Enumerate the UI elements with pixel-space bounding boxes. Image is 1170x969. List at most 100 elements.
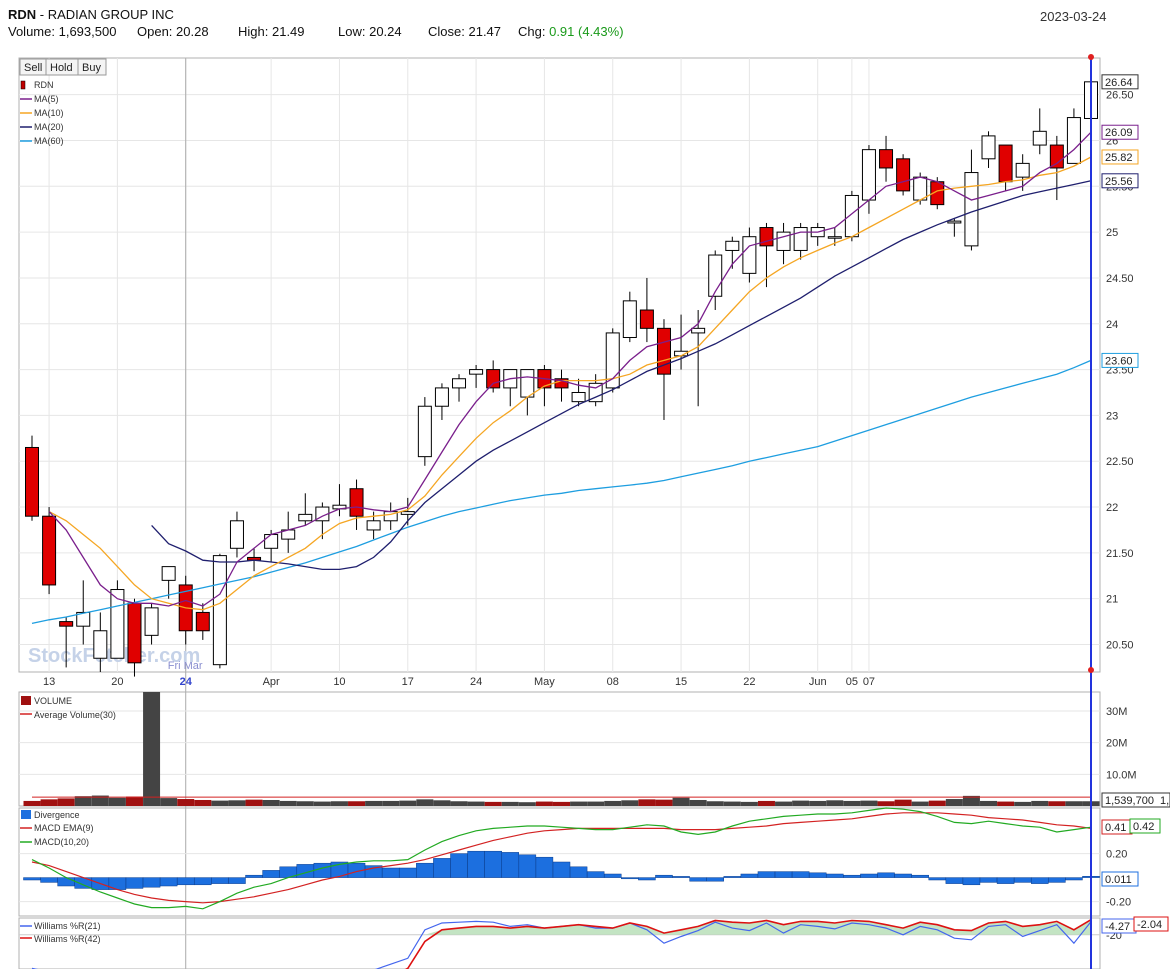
last-hist-box [1101,871,1139,887]
last-bar-marker-bottom [1088,667,1094,673]
macd-histogram-bar [501,852,520,878]
macd-legend-item: MACD EMA(9) [34,823,94,833]
hold-button[interactable]: Hold [50,62,73,74]
volume-bar [980,800,998,806]
macd-histogram-bar [159,877,178,887]
williams-legend-item: Williams %R(42) [34,934,101,944]
macd-histogram-bar [416,862,434,878]
buy-button[interactable]: Buy [82,62,101,74]
candle-body [400,511,415,515]
volume-bar [997,801,1015,806]
volume-bar [23,800,41,806]
macd-histogram-bar [843,874,861,878]
volume-bar [518,802,536,806]
last-close-tag-box [1101,74,1139,90]
candle-body [708,254,723,297]
candle-body [1049,144,1064,169]
macd-frame [18,807,1101,917]
macd-histogram-bar [484,850,502,878]
candle-body [998,144,1013,183]
volume-y-tick: 10.0M [1106,769,1137,781]
macd-legend-item: Divergence [34,810,80,820]
divergence-legend-swatch [21,810,31,819]
last-ma20-tag: 25.56 [1105,176,1133,188]
chart-date: 2023-03-24 [1040,9,1107,24]
price-frame [18,57,1101,673]
candle-body [896,158,911,192]
macd-histogram-bar [723,876,742,878]
volume-bar [433,800,451,806]
last-ma5-tag-box [1101,124,1139,140]
last-macd-ema-tag: 0.41 [1105,822,1126,834]
title-separator: - [36,7,48,22]
candle-body [571,391,586,403]
volume-bar [706,801,724,806]
close-readout: Close: 21.47 [428,24,502,39]
x-tick-label: 08 [607,676,619,688]
volume-legend-item: Average Volume(30) [34,710,116,720]
price-y-tick: 24 [1106,319,1118,331]
candle-body [42,515,57,586]
volume-bar [945,799,963,806]
symbol-title: RDN - RADIAN GROUP INC [8,7,174,22]
volume-bar [740,801,758,806]
volume-bar [143,692,161,806]
price-legend-item: MA(60) [34,136,64,146]
volume-bar [809,800,827,806]
x-tick-label: 15 [675,676,687,688]
macd-histogram-bar [194,877,212,886]
candle-body [298,513,313,522]
macd-histogram-bar [381,867,400,878]
macd-histogram-bar [911,874,929,878]
volume-bar [245,799,263,806]
volume-bar [228,800,246,806]
candle-body [59,621,74,627]
volume-bar [1014,801,1032,806]
price-y-tick: 20.50 [1106,640,1134,652]
candle-body [434,387,449,407]
last-histogram-tag: 0.011 [1105,874,1132,886]
volume-bar [1048,801,1066,806]
last-avg-volume-tag: 1, [1160,795,1169,807]
price-y-tick: 21 [1106,594,1118,606]
candle-body [366,520,381,531]
williams-42-line [404,919,1092,969]
volume-bar [501,801,519,806]
last-ma5-tag: 26.09 [1105,127,1133,139]
macd-histogram-bar [689,877,707,882]
williams-legend-item: Williams %R(21) [34,921,101,931]
sell-button[interactable]: Sell [24,62,42,74]
macd-histogram-bar [826,873,844,878]
grid: 26.502625.502524.502423.502322.502221.50… [18,57,1137,969]
last-ma60-tag: 23.60 [1105,355,1133,367]
volume-bar [928,800,946,806]
candle-body [144,607,159,636]
macd-ema-line [31,812,1092,904]
volume-bar [604,800,622,806]
candle-body [452,378,467,389]
macd-histogram-bar [928,877,947,881]
candle-body [486,369,501,389]
macd-histogram-bar [313,862,332,878]
price-y-tick: 25 [1106,227,1118,239]
volume-frame [18,691,1101,807]
volume-bar [279,800,297,806]
candle-body [844,194,859,238]
volume-panel: VOLUME Average Volume(30) [20,692,1100,806]
last-volume-box [1101,792,1170,808]
macd-y-tick: 0.20 [1106,849,1127,861]
volume-bar [621,800,639,806]
toolbar-frame [19,58,107,76]
macd-histogram-bar [125,877,144,889]
candle-body [93,630,108,659]
x-tick-label: 24 [470,676,482,688]
macd-histogram-bar [979,877,998,883]
last-bar-marker-top [1088,54,1094,60]
candle-body [127,602,142,664]
macd-histogram-bar [40,877,58,883]
candle-body [656,327,671,375]
volume-bar [450,801,468,806]
macd-histogram-bar [23,877,41,881]
macd-line [31,807,1092,910]
